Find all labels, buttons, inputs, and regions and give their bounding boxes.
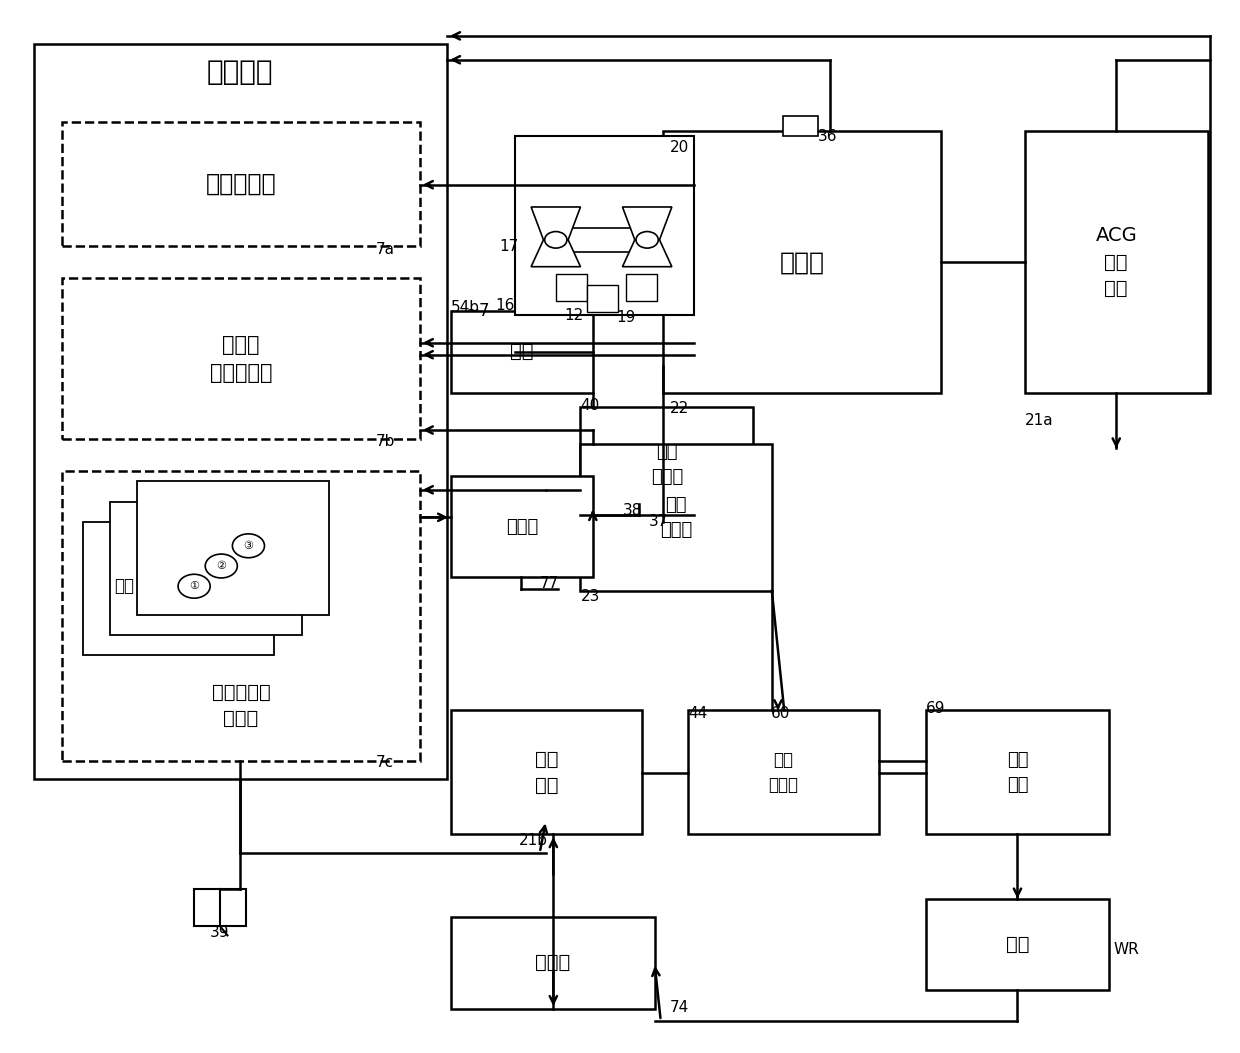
FancyBboxPatch shape: [138, 481, 329, 615]
Text: 7b: 7b: [376, 435, 396, 450]
Text: 36: 36: [817, 128, 837, 143]
Text: ②: ②: [216, 561, 226, 571]
Text: 图表: 图表: [114, 577, 134, 595]
Bar: [782, 116, 817, 136]
FancyBboxPatch shape: [451, 311, 593, 393]
Text: 20: 20: [670, 140, 688, 156]
Text: 致动器: 致动器: [506, 517, 538, 536]
FancyBboxPatch shape: [451, 476, 593, 577]
Text: ACG
起动
电机: ACG 起动 电机: [1095, 226, 1137, 298]
FancyBboxPatch shape: [587, 285, 618, 313]
Circle shape: [636, 232, 658, 249]
Text: 减速
机构: 减速 机构: [1007, 751, 1028, 794]
FancyBboxPatch shape: [33, 44, 448, 779]
Polygon shape: [531, 207, 580, 240]
FancyBboxPatch shape: [451, 711, 642, 834]
Text: 39: 39: [211, 926, 229, 940]
Text: 44: 44: [688, 706, 707, 720]
Text: 37: 37: [649, 515, 668, 530]
Polygon shape: [622, 240, 672, 266]
Circle shape: [544, 232, 567, 249]
Circle shape: [179, 574, 210, 598]
FancyBboxPatch shape: [688, 711, 879, 834]
Text: WR: WR: [1114, 941, 1140, 957]
Text: 后轮: 后轮: [1006, 935, 1029, 954]
Text: 控制单元: 控制单元: [207, 58, 273, 85]
Text: 7c: 7c: [376, 755, 394, 770]
Text: ~7: ~7: [466, 301, 490, 319]
FancyBboxPatch shape: [556, 274, 587, 301]
Text: 60: 60: [770, 706, 790, 720]
Text: 发动机: 发动机: [780, 251, 825, 275]
Text: 54b: 54b: [451, 300, 480, 315]
Text: 行驶控制部: 行驶控制部: [206, 173, 277, 196]
FancyBboxPatch shape: [580, 443, 771, 591]
Text: ①: ①: [190, 581, 200, 591]
Text: 21a: 21a: [1025, 414, 1054, 429]
FancyBboxPatch shape: [62, 122, 420, 246]
Text: 18: 18: [642, 225, 661, 240]
Text: 16: 16: [496, 298, 515, 314]
Text: 无级
变速器: 无级 变速器: [660, 496, 692, 539]
FancyBboxPatch shape: [1025, 132, 1208, 393]
Text: 7a: 7a: [376, 241, 394, 257]
FancyBboxPatch shape: [110, 501, 301, 635]
Text: 変速比
返回控制部: 変速比 返回控制部: [210, 335, 273, 383]
Circle shape: [206, 554, 237, 578]
Text: 74: 74: [670, 999, 688, 1014]
Text: 77: 77: [539, 576, 559, 591]
FancyBboxPatch shape: [926, 711, 1109, 834]
Text: 40: 40: [580, 398, 600, 413]
FancyBboxPatch shape: [663, 132, 941, 393]
Text: 单向
离合器: 单向 离合器: [769, 751, 799, 794]
Text: 17: 17: [500, 239, 518, 254]
Text: 风扇: 风扇: [510, 342, 533, 361]
FancyBboxPatch shape: [926, 898, 1109, 991]
Polygon shape: [531, 240, 580, 266]
FancyBboxPatch shape: [515, 136, 694, 315]
Text: 23: 23: [580, 589, 600, 603]
FancyBboxPatch shape: [451, 917, 655, 1009]
FancyBboxPatch shape: [62, 278, 420, 439]
Text: 69: 69: [926, 701, 946, 716]
Text: 19: 19: [616, 310, 636, 324]
Text: 驱动
电机: 驱动 电机: [534, 750, 558, 795]
FancyBboxPatch shape: [626, 274, 657, 301]
Bar: [195, 890, 246, 927]
Text: 38: 38: [622, 503, 642, 518]
FancyBboxPatch shape: [580, 408, 754, 522]
Text: 12: 12: [564, 307, 584, 322]
Text: 控制用图表
注册部: 控制用图表 注册部: [212, 683, 270, 729]
Polygon shape: [622, 207, 672, 240]
Text: 22: 22: [670, 401, 688, 416]
FancyBboxPatch shape: [62, 472, 420, 761]
Text: 蓄电池: 蓄电池: [536, 953, 570, 972]
Circle shape: [232, 534, 264, 558]
Text: 21b: 21b: [518, 833, 548, 849]
FancyBboxPatch shape: [83, 522, 274, 655]
Text: ③: ③: [243, 541, 253, 551]
Text: 起动
离合器: 起动 离合器: [651, 443, 683, 486]
